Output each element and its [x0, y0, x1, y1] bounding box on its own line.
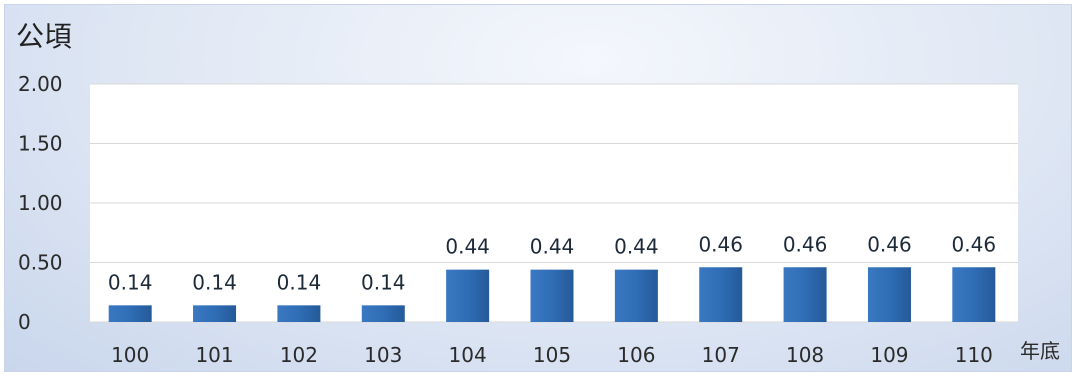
bar-108 [783, 267, 827, 322]
gridlines [90, 83, 1018, 323]
data-label-102: 0.14 [277, 270, 322, 294]
data-label-104: 0.44 [445, 235, 490, 259]
bar-109 [867, 267, 911, 322]
data-label-105: 0.44 [530, 235, 575, 259]
data-label-100: 0.14 [108, 270, 153, 294]
x-tick-label-109: 109 [870, 343, 908, 367]
bar-110 [952, 267, 996, 322]
x-tick-label-108: 108 [786, 343, 824, 367]
bar-105 [530, 269, 574, 322]
data-label-108: 0.46 [783, 232, 828, 256]
x-tick-label-110: 110 [955, 343, 993, 367]
x-tick-label-107: 107 [702, 343, 740, 367]
data-label-101: 0.14 [192, 270, 237, 294]
bars [108, 267, 996, 322]
data-label-106: 0.44 [614, 235, 659, 259]
y-tick-label: 0.50 [18, 251, 63, 275]
x-tick-label-106: 106 [617, 343, 655, 367]
y-tick-label: 0 [18, 310, 31, 334]
x-tick-label-104: 104 [449, 343, 487, 367]
y-tick-label: 1.00 [18, 191, 63, 215]
x-tick-label-101: 101 [195, 343, 233, 367]
bar-107 [699, 267, 743, 322]
data-label-107: 0.46 [698, 232, 743, 256]
x-axis-unit-label: 年底 [1020, 339, 1060, 363]
data-label-109: 0.46 [867, 232, 912, 256]
data-label-110: 0.46 [952, 232, 997, 256]
bar-106 [614, 269, 658, 322]
y-axis-unit-label: 公頃 [16, 20, 72, 53]
x-tick-label-100: 100 [111, 343, 149, 367]
y-axis-ticks: 0 0.50 1.00 1.50 2.00 [18, 72, 63, 334]
bar-102 [277, 305, 321, 322]
bar-104 [446, 269, 490, 322]
x-axis-ticks: 100 101 102 103 104 105 106 107 108 109 110 [111, 343, 993, 367]
bar-103 [361, 305, 405, 322]
x-tick-label-103: 103 [364, 343, 402, 367]
bar-100 [108, 305, 152, 322]
x-tick-label-105: 105 [533, 343, 571, 367]
data-labels: 0.14 0.14 0.14 0.14 0.44 0.44 0.44 0.46 0.46 0.46… [108, 232, 996, 294]
x-tick-label-102: 102 [280, 343, 318, 367]
y-tick-label: 2.00 [18, 72, 63, 96]
data-label-103: 0.14 [361, 270, 406, 294]
bar-101 [193, 305, 237, 322]
y-tick-label: 1.50 [18, 132, 63, 156]
